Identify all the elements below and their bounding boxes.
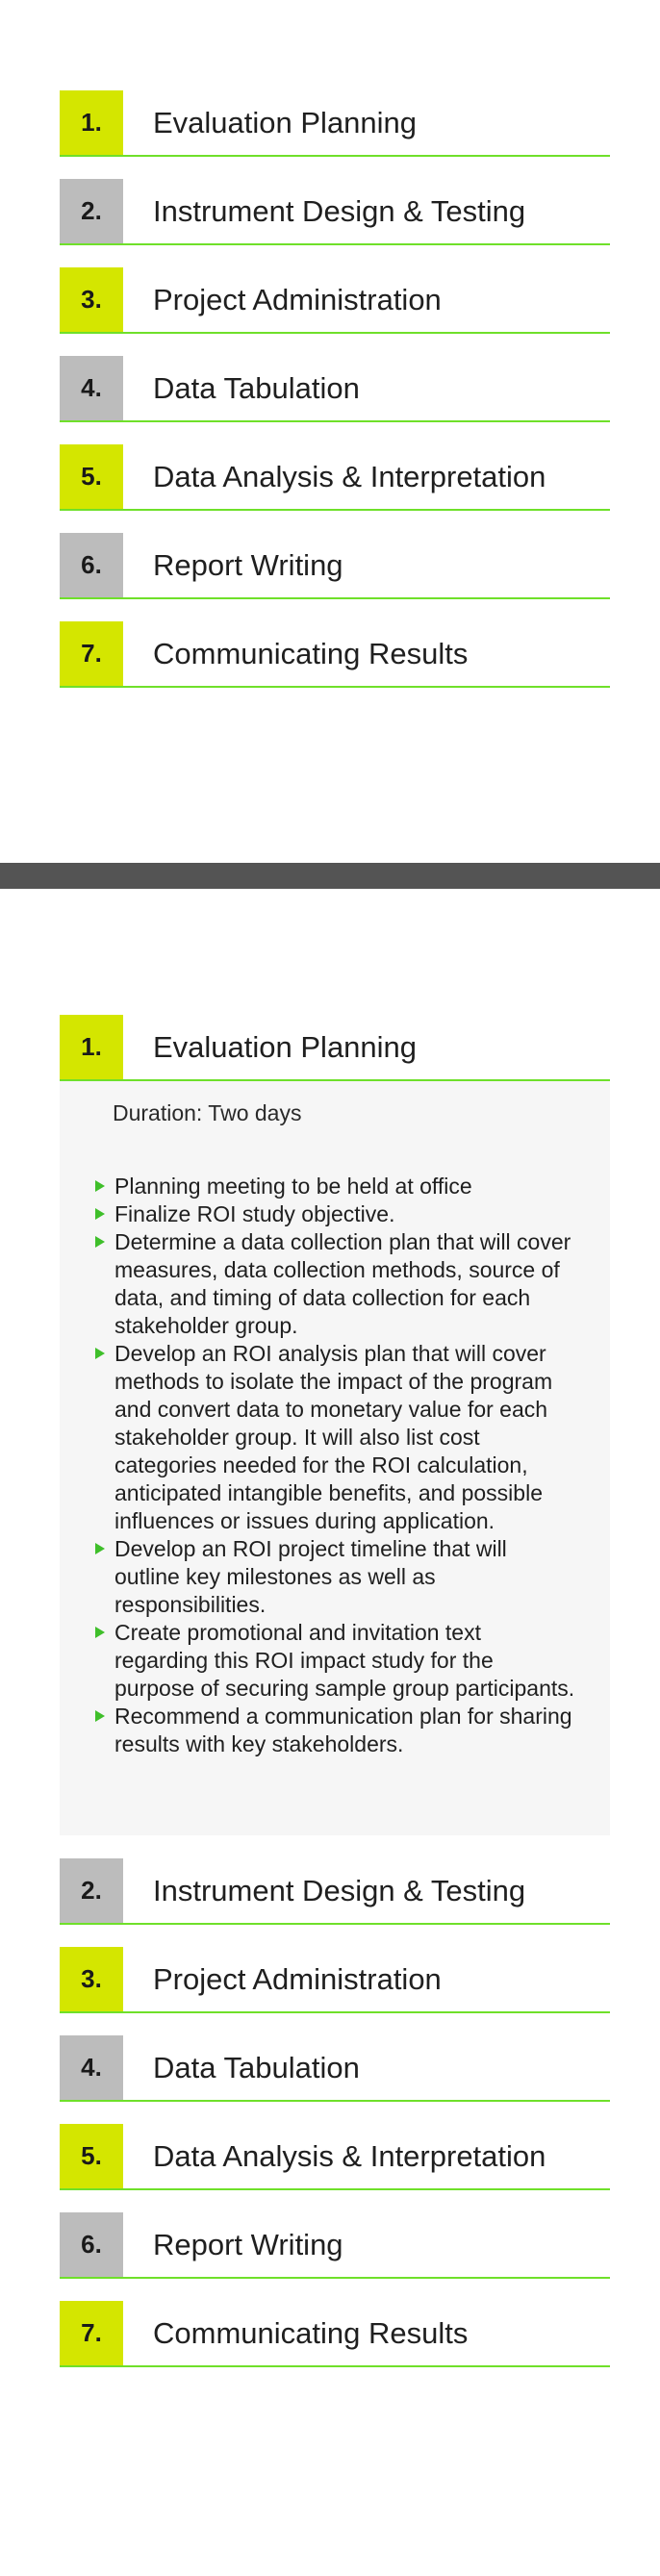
step-number-badge: 7. bbox=[60, 2301, 123, 2365]
step-title: Project Administration bbox=[153, 1961, 442, 1996]
task-text: Develop an ROI analysis plan that will c… bbox=[114, 1341, 553, 1533]
task-item: Planning meeting to be held at office bbox=[95, 1173, 575, 1200]
task-item: Develop an ROI analysis plan that will c… bbox=[95, 1340, 575, 1535]
task-text: Finalize ROI study objective. bbox=[114, 1201, 395, 1226]
step-number-badge: 1. bbox=[60, 90, 123, 155]
step-item-2: 2. Instrument Design & Testing bbox=[60, 179, 610, 267]
triangle-bullet-icon bbox=[95, 1208, 105, 1220]
step-number-badge: 6. bbox=[60, 2212, 123, 2277]
step-details-panel: Duration: Two days Planning meeting to b… bbox=[60, 1081, 610, 1835]
step-header-data-tabulation[interactable]: 4. Data Tabulation bbox=[60, 2035, 610, 2102]
step-header-evaluation-planning[interactable]: 1. Evaluation Planning bbox=[60, 1015, 610, 1081]
step-number-badge: 3. bbox=[60, 1947, 123, 2011]
step-title: Data Tabulation bbox=[153, 2050, 360, 2084]
step-item-3: 3. Project Administration bbox=[60, 267, 610, 356]
step-header-data-analysis[interactable]: 5. Data Analysis & Interpretation bbox=[60, 2124, 610, 2190]
step-header-instrument-design[interactable]: 2. Instrument Design & Testing bbox=[60, 179, 610, 245]
step-item-4: 4. Data Tabulation bbox=[60, 2035, 610, 2124]
step-title: Evaluation Planning bbox=[153, 105, 418, 139]
step-item-2: 2. Instrument Design & Testing bbox=[60, 1858, 610, 1947]
task-list: Planning meeting to be held at office Fi… bbox=[95, 1173, 575, 1758]
task-item: Develop an ROI project timeline that wil… bbox=[95, 1535, 575, 1619]
step-number-badge: 6. bbox=[60, 533, 123, 597]
task-text: Recommend a communication plan for shari… bbox=[114, 1704, 572, 1756]
step-item-1-expanded: 1. Evaluation Planning Duration: Two day… bbox=[60, 1015, 610, 1835]
step-title: Evaluation Planning bbox=[153, 1029, 418, 1064]
duration-text: Duration: Two days bbox=[113, 1100, 302, 1125]
task-text: Develop an ROI project timeline that wil… bbox=[114, 1536, 507, 1617]
step-item-1: 1. Evaluation Planning bbox=[60, 90, 610, 179]
step-header-communicating-results[interactable]: 7. Communicating Results bbox=[60, 2301, 610, 2367]
step-header-project-administration[interactable]: 3. Project Administration bbox=[60, 267, 610, 334]
step-number-badge: 7. bbox=[60, 621, 123, 686]
step-item-6: 6. Report Writing bbox=[60, 2212, 610, 2301]
step-title: Instrument Design & Testing bbox=[153, 193, 526, 228]
step-number-badge: 1. bbox=[60, 1015, 123, 1079]
triangle-bullet-icon bbox=[95, 1627, 105, 1638]
step-item-5: 5. Data Analysis & Interpretation bbox=[60, 2124, 610, 2212]
step-item-3: 3. Project Administration bbox=[60, 1947, 610, 2035]
triangle-bullet-icon bbox=[95, 1710, 105, 1722]
step-title: Data Analysis & Interpretation bbox=[153, 2138, 546, 2173]
section-divider-bar bbox=[0, 863, 660, 889]
step-header-report-writing[interactable]: 6. Report Writing bbox=[60, 533, 610, 599]
step-number-badge: 4. bbox=[60, 356, 123, 420]
accordion-collapsed-view: 1. Evaluation Planning 2. Instrument Des… bbox=[0, 0, 660, 863]
step-header-communicating-results[interactable]: 7. Communicating Results bbox=[60, 621, 610, 688]
step-title: Communicating Results bbox=[153, 2315, 469, 2350]
task-item: Finalize ROI study objective. bbox=[95, 1200, 575, 1228]
step-title: Project Administration bbox=[153, 282, 442, 316]
step-title: Report Writing bbox=[153, 547, 343, 582]
triangle-bullet-icon bbox=[95, 1543, 105, 1554]
step-accordion: 1. Evaluation Planning 2. Instrument Des… bbox=[60, 90, 610, 710]
step-item-6: 6. Report Writing bbox=[60, 533, 610, 621]
step-header-instrument-design[interactable]: 2. Instrument Design & Testing bbox=[60, 1858, 610, 1925]
step-number-badge: 3. bbox=[60, 267, 123, 332]
task-text: Create promotional and invitation text r… bbox=[114, 1620, 575, 1701]
step-header-data-analysis[interactable]: 5. Data Analysis & Interpretation bbox=[60, 444, 610, 511]
step-number-badge: 5. bbox=[60, 444, 123, 509]
step-item-7: 7. Communicating Results bbox=[60, 621, 610, 710]
task-item: Create promotional and invitation text r… bbox=[95, 1619, 575, 1703]
accordion-expanded-view: 1. Evaluation Planning Duration: Two day… bbox=[0, 889, 660, 2576]
step-header-evaluation-planning[interactable]: 1. Evaluation Planning bbox=[60, 90, 610, 157]
task-text: Planning meeting to be held at office bbox=[114, 1174, 472, 1199]
triangle-bullet-icon bbox=[95, 1236, 105, 1248]
step-title: Data Analysis & Interpretation bbox=[153, 459, 546, 493]
step-header-report-writing[interactable]: 6. Report Writing bbox=[60, 2212, 610, 2279]
step-title: Communicating Results bbox=[153, 636, 469, 670]
step-item-4: 4. Data Tabulation bbox=[60, 356, 610, 444]
task-text: Determine a data collection plan that wi… bbox=[114, 1229, 571, 1338]
step-title: Report Writing bbox=[153, 2227, 343, 2261]
step-accordion: 1. Evaluation Planning Duration: Two day… bbox=[60, 1015, 610, 2389]
step-header-data-tabulation[interactable]: 4. Data Tabulation bbox=[60, 356, 610, 422]
step-number-badge: 4. bbox=[60, 2035, 123, 2100]
step-number-badge: 2. bbox=[60, 1858, 123, 1923]
triangle-bullet-icon bbox=[95, 1180, 105, 1192]
step-title: Data Tabulation bbox=[153, 370, 360, 405]
task-item: Recommend a communication plan for shari… bbox=[95, 1703, 575, 1758]
step-number-badge: 5. bbox=[60, 2124, 123, 2188]
step-title: Instrument Design & Testing bbox=[153, 1873, 526, 1907]
task-item: Determine a data collection plan that wi… bbox=[95, 1228, 575, 1340]
step-number-badge: 2. bbox=[60, 179, 123, 243]
triangle-bullet-icon bbox=[95, 1348, 105, 1359]
step-item-7: 7. Communicating Results bbox=[60, 2301, 610, 2389]
step-item-5: 5. Data Analysis & Interpretation bbox=[60, 444, 610, 533]
step-header-project-administration[interactable]: 3. Project Administration bbox=[60, 1947, 610, 2013]
